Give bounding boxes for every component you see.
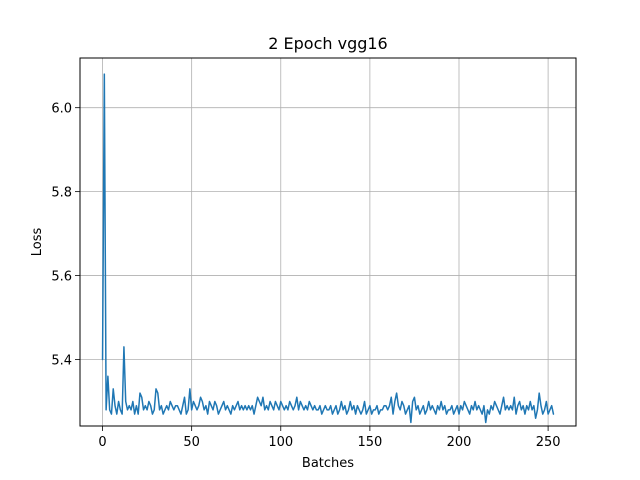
y-tick-label: 6.0	[51, 102, 72, 117]
x-tick-label: 100	[268, 435, 293, 450]
tick-layer: 0 50 100 150 200 250 5.4 5.6 5.8 6.0	[51, 102, 560, 450]
y-tick-label: 5.6	[51, 270, 72, 285]
x-tick-label: 50	[183, 435, 200, 450]
plot-frame	[79, 57, 577, 427]
y-axis-title: Loss	[30, 228, 45, 257]
y-tick-label: 5.4	[51, 354, 72, 369]
chart-title: 2 Epoch vgg16	[268, 34, 387, 53]
y-tick-label: 5.8	[51, 186, 72, 201]
grid-layer	[80, 58, 576, 426]
x-tick-label: 150	[357, 435, 382, 450]
series-layer	[101, 73, 555, 424]
x-tick-label: 200	[447, 435, 472, 450]
x-tick-label: 0	[98, 435, 106, 450]
x-axis-title: Batches	[302, 456, 354, 471]
x-tick-label: 250	[536, 435, 561, 450]
loss-series-line	[101, 73, 555, 424]
